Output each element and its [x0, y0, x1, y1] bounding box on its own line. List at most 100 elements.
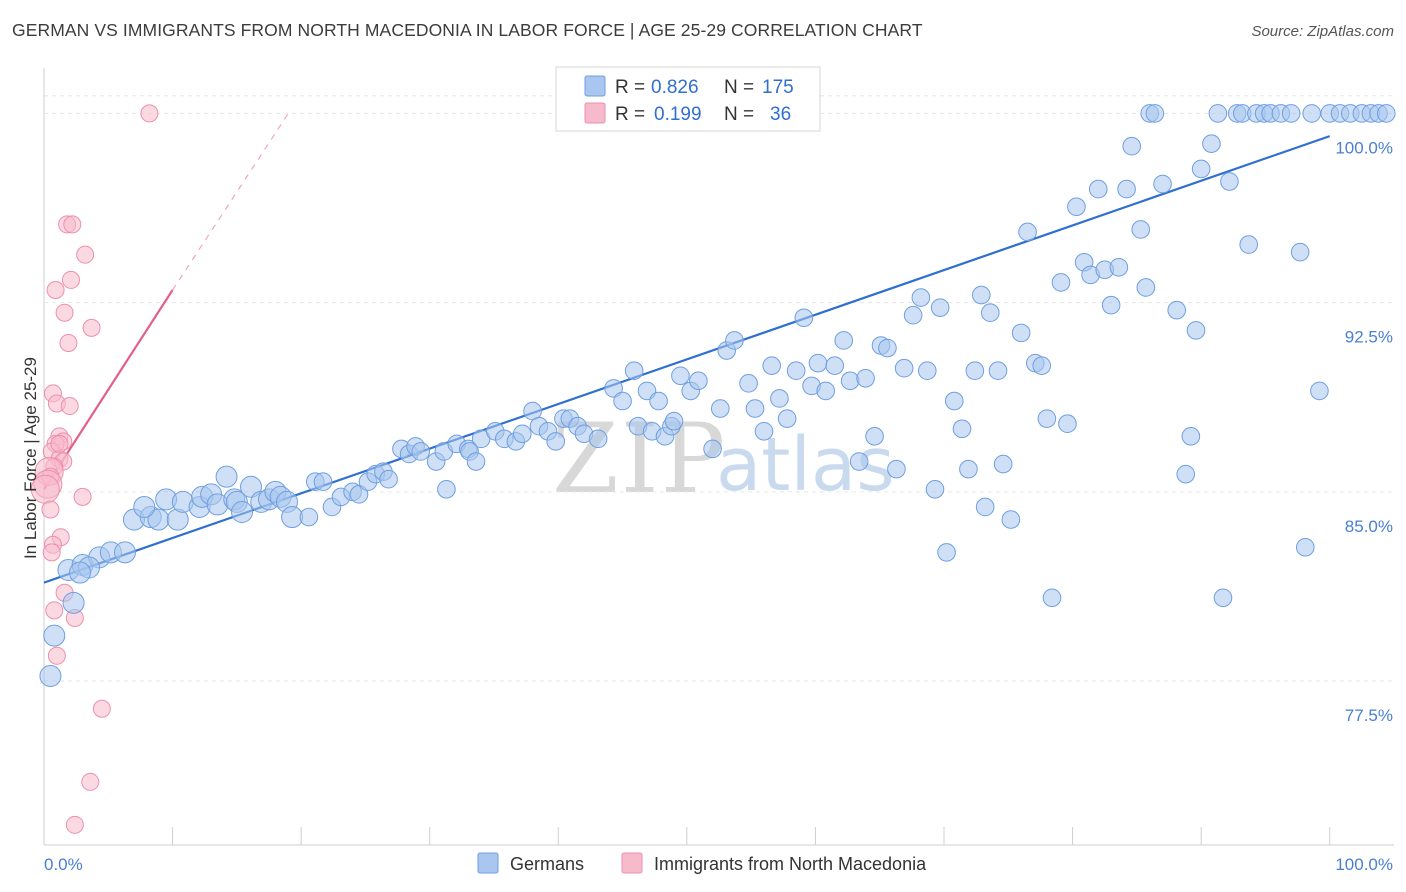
data-point-germans — [1213, 588, 1233, 608]
data-point-germans — [745, 399, 765, 418]
data-point-macedonia — [65, 815, 84, 834]
data-point-germans — [777, 409, 797, 428]
data-point-germans — [925, 479, 945, 499]
data-point-germans — [1131, 220, 1151, 239]
data-point-germans — [878, 338, 897, 358]
blue-points — [39, 104, 1396, 687]
data-point-germans — [1001, 510, 1021, 529]
legend-correlation: R = 0.826 N = 175 R = 0.199 N = 36 — [555, 66, 821, 132]
data-point-macedonia — [63, 215, 82, 234]
data-point-macedonia — [62, 270, 80, 289]
legend-r-label-2: R = — [615, 104, 645, 125]
pink-points — [30, 104, 159, 834]
data-point-germans — [437, 479, 456, 499]
data-point-germans — [1109, 257, 1129, 277]
data-point-germans — [313, 472, 333, 492]
data-point-germans — [959, 459, 978, 479]
data-point-germans — [1101, 295, 1121, 315]
data-point-germans — [834, 331, 854, 350]
data-point-macedonia — [81, 772, 100, 791]
data-point-germans — [1136, 278, 1156, 297]
data-point-germans — [411, 442, 431, 461]
data-point-germans — [887, 459, 906, 479]
data-point-macedonia — [73, 487, 92, 506]
data-point-germans — [512, 424, 532, 444]
x-tick-labels: 0.0% 100.0% — [44, 855, 1393, 874]
data-point-germans — [215, 465, 238, 488]
data-point-germans — [1042, 588, 1062, 608]
x-tick-label-1: 100.0% — [1335, 855, 1393, 874]
y-tick-label-1: 85.0% — [1345, 517, 1393, 536]
data-point-germans — [231, 501, 253, 523]
data-point-germans — [546, 432, 566, 451]
data-point-germans — [1037, 409, 1057, 428]
legend-bottom-swatch-germans — [477, 852, 499, 874]
data-point-macedonia — [92, 699, 111, 718]
data-point-germans — [1281, 104, 1301, 123]
data-point-germans — [349, 485, 369, 504]
data-point-germans — [1153, 174, 1172, 194]
data-point-germans — [1145, 104, 1165, 123]
y-tick-label-2: 92.5% — [1345, 328, 1393, 347]
data-point-macedonia — [140, 104, 159, 123]
legend-n-label-1: N = — [724, 77, 754, 98]
legend-swatch-germans — [584, 75, 606, 97]
data-point-germans — [988, 361, 1008, 381]
data-point-germans — [281, 506, 304, 529]
data-point-germans — [725, 331, 744, 350]
data-point-germans — [917, 361, 937, 381]
legend-series: Germans Immigrants from North Macedonia — [477, 852, 927, 874]
data-point-germans — [739, 374, 758, 393]
data-point-germans — [1122, 136, 1142, 156]
data-point-macedonia — [46, 281, 65, 299]
data-point-germans — [762, 356, 782, 375]
data-point-germans — [39, 664, 62, 687]
data-point-germans — [1117, 179, 1136, 199]
trend-line-macedonia-extension — [172, 113, 289, 291]
data-point-germans — [1067, 197, 1086, 217]
data-point-germans — [1018, 222, 1037, 242]
data-point-germans — [710, 399, 730, 418]
legend-n-label-2: N = — [724, 104, 754, 125]
data-point-germans — [825, 356, 845, 375]
legend-r-value-1: 0.826 — [651, 77, 699, 98]
data-point-germans — [794, 308, 814, 328]
data-point-macedonia — [50, 434, 69, 453]
data-point-germans — [1058, 414, 1077, 434]
legend-bottom-label-germans: Germans — [510, 854, 584, 874]
data-point-germans — [299, 507, 319, 527]
axes — [43, 68, 1394, 846]
data-point-germans — [840, 371, 860, 391]
data-point-germans — [980, 303, 1000, 323]
data-point-germans — [133, 495, 156, 518]
data-point-germans — [1051, 273, 1071, 292]
y-tick-labels: 77.5% 85.0% 92.5% 100.0% — [1335, 138, 1393, 725]
data-point-germans — [1290, 242, 1310, 262]
data-point-germans — [808, 353, 828, 373]
data-point-macedonia — [42, 543, 61, 562]
legend-r-value-2: 0.199 — [654, 104, 702, 125]
y-tick-label-0: 77.5% — [1345, 706, 1393, 725]
data-point-macedonia — [41, 500, 60, 519]
data-point-germans — [894, 358, 914, 378]
data-point-macedonia — [59, 333, 78, 352]
data-point-macedonia — [82, 318, 101, 337]
data-point-germans — [62, 591, 85, 614]
data-point-germans — [1191, 159, 1211, 179]
data-point-germans — [903, 305, 923, 325]
data-point-germans — [911, 288, 931, 307]
data-point-germans — [604, 379, 623, 398]
data-point-germans — [664, 411, 684, 431]
data-point-germans — [993, 454, 1013, 474]
legend-bottom-label-macedonia: Immigrants from North Macedonia — [654, 854, 927, 874]
data-point-macedonia — [45, 601, 64, 620]
data-point-germans — [613, 391, 632, 411]
data-point-germans — [1239, 235, 1259, 254]
data-point-germans — [849, 452, 869, 471]
data-point-germans — [1088, 179, 1108, 199]
data-point-germans — [754, 421, 774, 441]
data-point-germans — [1376, 104, 1396, 123]
data-point-germans — [649, 391, 668, 411]
data-point-macedonia — [60, 397, 79, 416]
y-axis-title: In Labor Force | Age 25-29 — [21, 357, 40, 559]
